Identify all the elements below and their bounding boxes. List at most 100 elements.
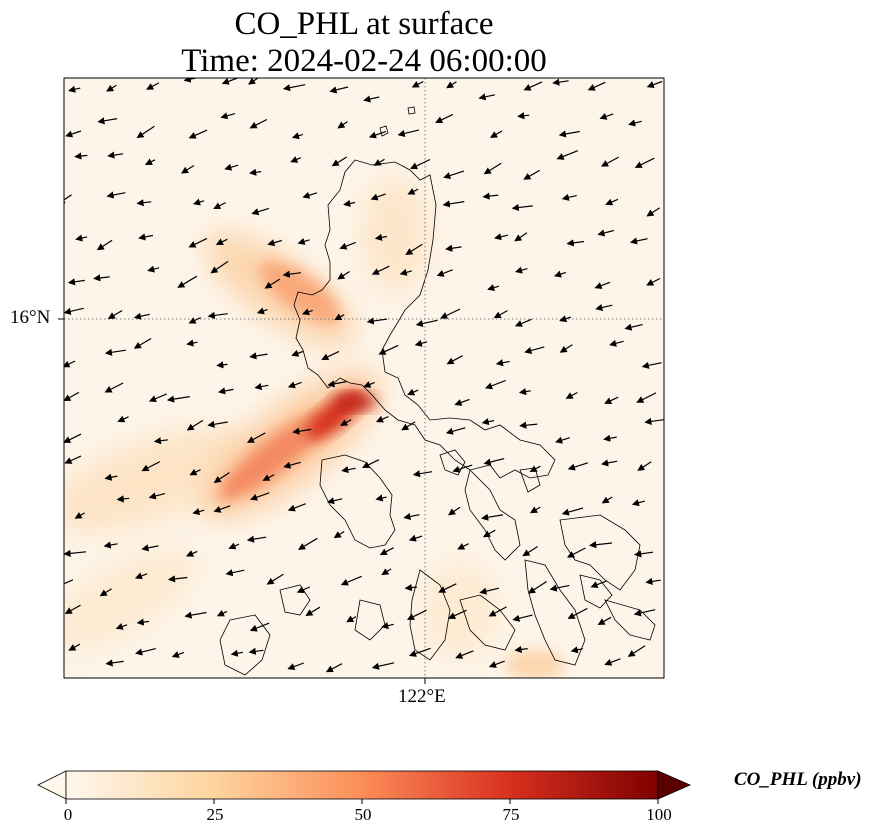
wind-arrow <box>373 158 385 166</box>
lat-tick-label: 16°N <box>10 307 51 328</box>
wind-arrow <box>633 609 656 617</box>
colorbar-tick-50: 50 <box>354 805 372 824</box>
wind-arrow <box>378 344 399 355</box>
wind-arrow <box>213 472 230 483</box>
wind-arrow <box>601 459 618 467</box>
wind-arrow <box>518 388 531 396</box>
wind-arrow <box>634 550 654 558</box>
wind-arrow <box>446 81 457 89</box>
wind-arrow <box>408 534 423 542</box>
wind-arrow <box>148 393 168 402</box>
wind-arrow <box>138 233 154 241</box>
wind-arrow <box>67 278 85 286</box>
wind-arrow <box>487 284 500 292</box>
wind-arrow <box>213 202 226 209</box>
wind-arrow <box>228 542 240 550</box>
wind-arrow <box>74 152 88 160</box>
wind-arrow <box>188 129 208 139</box>
wind-arrow <box>512 614 533 622</box>
wind-arrow <box>529 506 541 514</box>
wind-arrow <box>192 508 205 516</box>
wind-arrow <box>146 82 160 90</box>
wind-arrow <box>337 121 348 129</box>
wind-arrow <box>346 615 357 623</box>
wind-arrow <box>566 547 586 558</box>
wind-arrow <box>249 118 268 129</box>
wind-arrow <box>287 381 302 389</box>
wind-arrow <box>291 349 304 357</box>
wind-arrow <box>454 398 470 406</box>
wind-arrow <box>302 191 318 199</box>
wind-arrow <box>628 119 642 127</box>
wind-arrow <box>440 308 461 319</box>
wind-arrow <box>264 278 281 289</box>
wind-arrow <box>514 645 528 653</box>
wind-arrow <box>75 234 88 242</box>
wind-arrow <box>412 470 433 478</box>
wind-arrow <box>478 93 496 101</box>
wind-arrow <box>225 569 245 577</box>
wind-arrow <box>64 391 80 402</box>
wind-arrow <box>103 541 118 549</box>
wind-arrow <box>587 81 606 91</box>
wind-arrow <box>570 646 584 654</box>
wind-arrow <box>624 323 643 331</box>
wind-arrow <box>97 117 118 125</box>
wind-arrow <box>249 492 270 501</box>
wind-arrow <box>371 265 390 275</box>
wind-arrow <box>230 649 244 657</box>
wind-arrow <box>514 232 528 242</box>
wind-arrow <box>448 609 467 619</box>
wind-arrow <box>645 577 661 585</box>
wind-arrow <box>523 81 543 91</box>
wind-arrow <box>446 355 463 365</box>
wind-arrow <box>218 387 234 395</box>
wind-arrow <box>249 622 270 632</box>
wind-arrow <box>604 396 619 404</box>
wind-arrow <box>646 207 660 217</box>
wind-arrow <box>189 468 201 476</box>
wind-arrow <box>321 350 340 361</box>
wind-arrow <box>136 199 152 207</box>
wind-arrow <box>481 513 503 521</box>
wind-arrow <box>287 662 305 670</box>
wind-arrow <box>368 130 387 139</box>
wind-arrow <box>603 434 617 442</box>
wind-arrow <box>248 647 264 655</box>
colorbar-tick-0: 0 <box>63 805 73 824</box>
wind-arrow <box>74 511 85 519</box>
wind-arrow <box>133 312 150 320</box>
wind-arrow <box>599 112 614 120</box>
wind-arrow <box>555 436 570 444</box>
wind-arrow <box>482 529 496 538</box>
wind-arrow <box>283 461 301 469</box>
wind-arrow <box>644 417 664 425</box>
wind-arrow <box>553 270 566 278</box>
wind-arrow <box>290 156 302 163</box>
wind-arrow <box>331 156 348 167</box>
wind-arrow <box>249 168 262 176</box>
wind-arrow <box>442 200 465 208</box>
wind-arrow <box>207 420 228 428</box>
wind-arrow <box>93 274 110 282</box>
wind-arrow <box>166 395 190 403</box>
colorbar-tick-25: 25 <box>206 805 224 824</box>
wind-arrow <box>325 663 343 673</box>
wind-arrow <box>379 547 394 556</box>
wind-arrow <box>552 78 569 86</box>
wind-arrow <box>482 192 499 200</box>
wind-arrow <box>267 239 283 247</box>
wind-arrow <box>636 392 657 403</box>
wind-arrow <box>362 459 380 469</box>
wind-arrow <box>590 580 608 588</box>
wind-arrow <box>488 606 507 617</box>
wind-arrow <box>107 151 124 159</box>
wind-arrow <box>337 270 350 280</box>
wind-arrow <box>549 584 570 592</box>
wind-arrow <box>106 191 126 199</box>
wind-arrow <box>186 339 198 347</box>
wind-arrow <box>340 575 362 586</box>
wind-arrow <box>246 432 266 443</box>
wind-arrow <box>64 307 84 315</box>
